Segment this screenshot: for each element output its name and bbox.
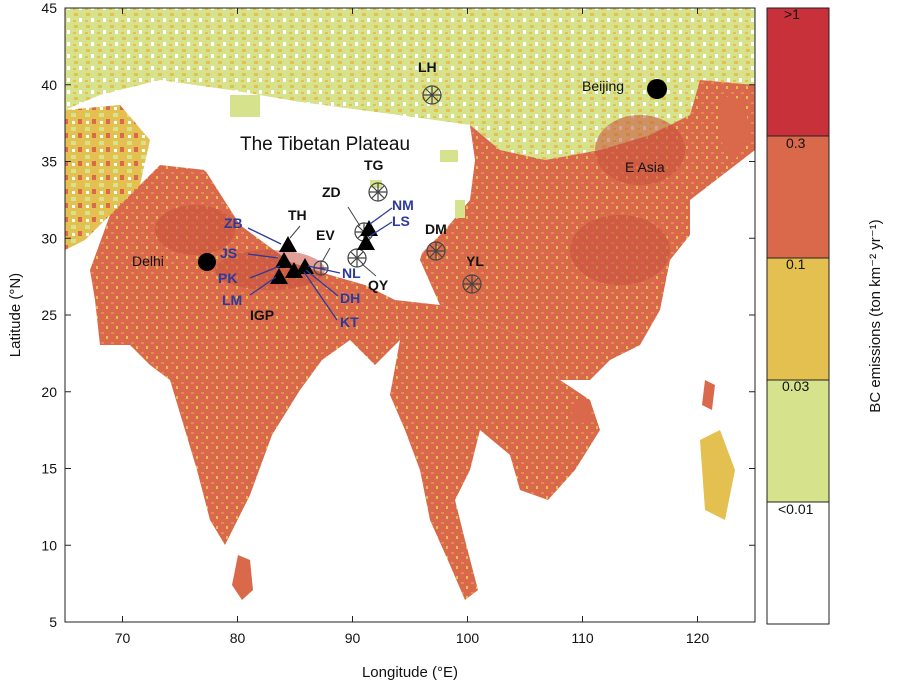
site-label-zd: ZD xyxy=(322,184,341,200)
x-tick-label: 120 xyxy=(686,630,710,646)
y-tick-label: 45 xyxy=(41,0,57,16)
high-emission-cores xyxy=(155,115,685,290)
site-label-zb: ZB xyxy=(224,215,243,231)
y-tick-label: 30 xyxy=(41,230,57,246)
colorbar-tick-gt1: >1 xyxy=(784,6,800,22)
site-label-pk: PK xyxy=(218,270,237,286)
site-label-yl: YL xyxy=(466,253,484,269)
site-label-qy: QY xyxy=(368,277,389,293)
colorbar-tick-01: 0.1 xyxy=(786,256,806,272)
triangle-ls xyxy=(357,234,375,250)
blue-arrows xyxy=(247,207,393,321)
tibetan-plateau xyxy=(150,90,475,262)
x-axis-label: Longitude (°E) xyxy=(362,664,458,681)
colorbar-tick-003: 0.03 xyxy=(782,378,809,394)
colorbar-class-lt001 xyxy=(767,502,829,624)
x-axis-ticks: 70 80 90 100 110 120 xyxy=(115,8,710,646)
city-delhi-label: Delhi xyxy=(132,253,164,269)
y-tick-label: 40 xyxy=(41,77,57,93)
site-label-nl: NL xyxy=(342,265,361,281)
marker-lh xyxy=(422,85,442,105)
x-tick-label: 80 xyxy=(230,630,246,646)
y-tick-label: 15 xyxy=(41,461,57,477)
city-delhi: Delhi xyxy=(132,253,216,271)
y-tick-label: 20 xyxy=(41,384,57,400)
city-beijing-label: Beijing xyxy=(582,78,624,94)
x-tick-label: 90 xyxy=(345,630,361,646)
northern-land xyxy=(65,8,755,160)
site-label-ev: EV xyxy=(316,227,335,243)
triangle-js xyxy=(275,252,293,268)
triangle-th xyxy=(279,236,297,252)
colorbar-dividers xyxy=(767,135,829,503)
colorbar: >1 0.3 0.1 0.03 <0.01 BC emissions (ton … xyxy=(766,6,884,625)
plateau-speckles xyxy=(230,95,465,218)
korea-land xyxy=(720,95,750,160)
colorbar-class-03 xyxy=(767,136,829,258)
site-labels: LH TG ZD TH EV DM YL QY ZB JS PK LM NM L… xyxy=(218,59,484,330)
y-tick-label: 10 xyxy=(41,537,57,553)
x-tick-label: 110 xyxy=(571,630,594,646)
igp-label: IGP xyxy=(250,307,274,323)
site-label-kt: KT xyxy=(340,314,359,330)
colorbar-label: BC emissions (ton km⁻² yr⁻¹) xyxy=(867,219,884,412)
philippines-land xyxy=(700,430,735,520)
hainan-land xyxy=(570,400,592,425)
triangle-sites xyxy=(270,220,378,284)
triangle-nm xyxy=(360,220,378,236)
colorbar-class-003 xyxy=(767,380,829,502)
black-arrows xyxy=(289,206,377,277)
taiwan-land xyxy=(702,380,715,410)
x-tick-label: 100 xyxy=(456,630,480,646)
site-label-nm: NM xyxy=(392,197,414,213)
site-label-dh: DH xyxy=(340,290,360,306)
marker-qy xyxy=(347,248,367,268)
colorbar-class-gt1 xyxy=(767,8,829,136)
easia-label: E Asia xyxy=(625,159,665,175)
colorbar-frame xyxy=(766,7,830,625)
colorbar-tick-lt001: <0.01 xyxy=(778,501,814,517)
srilanka-land xyxy=(232,555,253,600)
y-tick-label: 35 xyxy=(41,154,57,170)
marker-yl xyxy=(462,274,482,294)
india-land xyxy=(90,165,400,545)
y-tick-label: 5 xyxy=(49,614,57,630)
city-delhi-marker xyxy=(198,253,216,271)
site-label-dm: DM xyxy=(425,221,447,237)
site-label-js: JS xyxy=(220,245,237,261)
plateau-label: The Tibetan Plateau xyxy=(240,134,410,155)
site-label-tg: TG xyxy=(364,157,384,173)
colorbar-class-01 xyxy=(767,258,829,380)
x-tick-label: 70 xyxy=(115,630,131,646)
site-label-lh: LH xyxy=(418,59,437,75)
western-land xyxy=(65,105,150,250)
site-label-lm: LM xyxy=(222,292,242,308)
colorbar-tick-03: 0.3 xyxy=(786,135,806,151)
city-beijing: Beijing xyxy=(582,78,667,99)
y-axis-ticks: 5 10 15 20 25 30 35 40 45 xyxy=(41,0,755,630)
y-axis-label: Latitude (°N) xyxy=(7,273,24,357)
y-tick-label: 25 xyxy=(41,307,57,323)
triangle-lm xyxy=(270,268,288,284)
map-area xyxy=(65,8,755,622)
marker-tg xyxy=(368,182,388,202)
site-label-th: TH xyxy=(288,207,307,223)
marker-dm xyxy=(426,241,446,261)
city-beijing-marker xyxy=(647,79,667,99)
triangle-nl xyxy=(296,258,314,274)
seasia-land xyxy=(390,300,600,600)
site-label-ls: LS xyxy=(392,213,410,229)
